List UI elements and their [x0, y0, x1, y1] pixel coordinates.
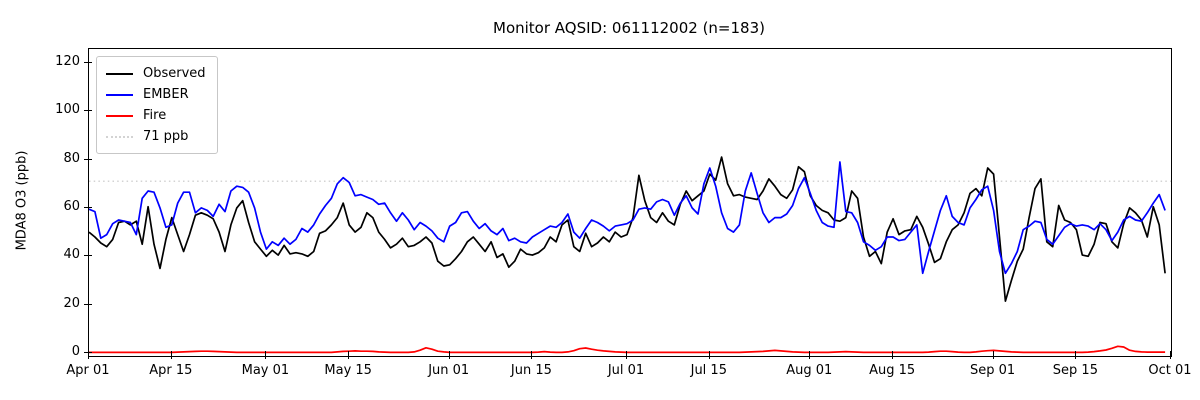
fire-line-swatch: [106, 114, 133, 117]
x-tick-mark: [531, 351, 533, 359]
fire-line: [89, 345, 1166, 354]
ember-line-swatch: [106, 93, 133, 96]
y-tick-mark: [84, 255, 92, 257]
y-tick-mark: [84, 158, 92, 160]
y-tick-label: 80: [63, 150, 80, 166]
legend-row-observed: Observed: [106, 63, 206, 84]
x-tick-mark: [265, 351, 267, 359]
x-tick-mark: [992, 351, 994, 359]
x-tick-mark: [809, 351, 811, 359]
x-tick-label: Sep 15: [1052, 363, 1098, 378]
y-tick-mark: [84, 303, 92, 305]
chart-title: Monitor AQSID: 061112002 (n=183): [493, 19, 765, 37]
y-tick-label: 120: [55, 53, 80, 69]
x-tick-mark: [708, 351, 710, 359]
legend-label-observed: Observed: [143, 66, 206, 81]
x-tick-label: Jul 01: [607, 363, 645, 378]
x-tick-mark: [88, 351, 89, 359]
legend-row-fire: Fire: [106, 105, 206, 126]
observed-line: [89, 156, 1166, 302]
x-tick-mark: [626, 351, 627, 359]
x-tick-mark: [1075, 351, 1077, 359]
y-tick-mark: [84, 206, 92, 208]
legend-row-threshold: 71 ppb: [106, 126, 206, 147]
x-tick-mark: [892, 351, 894, 359]
chart-svg: [89, 156, 1171, 354]
y-tick-label: 0: [71, 344, 80, 360]
observed-line-swatch: [106, 72, 133, 75]
y-tick-label: 40: [63, 247, 80, 263]
x-tick-mark: [1170, 351, 1171, 359]
y-tick-mark: [84, 110, 92, 112]
x-tick-label: Jun 01: [428, 363, 470, 378]
plot-area: [88, 48, 1172, 357]
ember-line: [89, 161, 1166, 275]
legend-label-threshold: 71 ppb: [143, 129, 189, 144]
y-tick-label: 100: [55, 102, 80, 118]
legend-row-ember: EMBER: [106, 84, 206, 105]
x-tick-label: Aug 01: [786, 363, 833, 378]
threshold-line-swatch: [106, 135, 133, 138]
legend-label-fire: Fire: [143, 108, 167, 123]
legend-label-ember: EMBER: [143, 87, 189, 102]
y-tick-label: 20: [63, 295, 80, 311]
x-tick-label: Jun 15: [510, 363, 552, 378]
y-tick-label: 60: [63, 198, 80, 214]
legend: Observed EMBER Fire 71 ppb: [96, 56, 218, 154]
x-tick-label: May 01: [241, 363, 290, 378]
x-tick-label: Apr 15: [149, 363, 193, 378]
x-tick-mark: [170, 351, 172, 359]
x-tick-label: May 15: [324, 363, 372, 378]
x-tick-label: Oct 01: [1148, 363, 1192, 378]
y-tick-mark: [84, 61, 92, 63]
x-tick-mark: [448, 351, 450, 359]
x-tick-label: Jul 15: [690, 363, 727, 378]
x-tick-label: Sep 01: [970, 363, 1016, 378]
x-tick-label: Apr 01: [66, 363, 110, 378]
x-tick-label: Aug 15: [869, 363, 916, 378]
x-tick-mark: [348, 351, 350, 359]
